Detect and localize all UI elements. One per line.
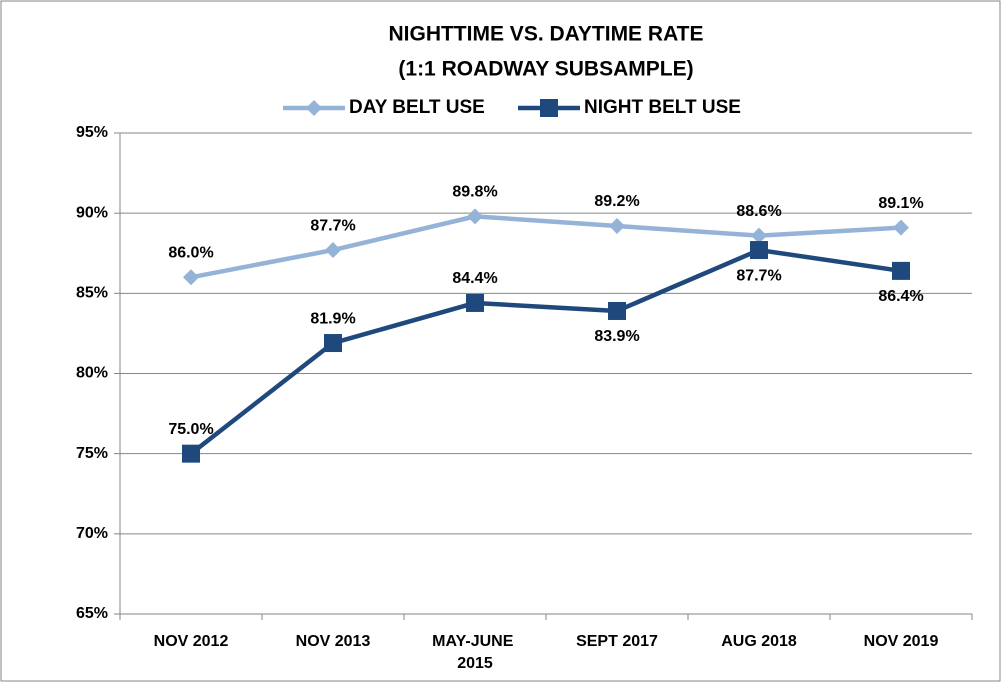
data-label: 87.7%: [736, 267, 781, 284]
data-label: 89.2%: [594, 193, 639, 210]
x-tick-label: NOV 2012: [154, 633, 229, 650]
data-label: 87.7%: [310, 217, 355, 234]
series-line: [190, 214, 902, 280]
y-tick-label: 85%: [76, 285, 108, 302]
y-tick-label: 75%: [76, 445, 108, 462]
marker: [183, 269, 199, 286]
marker: [608, 301, 626, 320]
data-label: 75.0%: [168, 421, 213, 438]
data-label: 81.9%: [310, 310, 355, 327]
x-tick-label: MAY-JUNE 2015: [432, 633, 518, 672]
y-tick-label: 70%: [76, 525, 108, 542]
marker: [751, 227, 767, 244]
marker: [324, 334, 342, 353]
chart-subtitle: (1:1 ROADWAY SUBSAMPLE): [398, 58, 693, 81]
legend-label: DAY BELT USE: [349, 97, 485, 118]
x-tick-label: SEPT 2017: [576, 633, 658, 650]
marker: [467, 208, 483, 225]
legend-marker: [540, 99, 558, 117]
marker: [893, 219, 909, 236]
data-label: 89.8%: [452, 184, 497, 201]
marker: [609, 217, 625, 234]
marker: [892, 261, 910, 280]
x-tick-label: NOV 2013: [296, 633, 371, 650]
chart-title: NIGHTTIME VS. DAYTIME RATE: [388, 23, 703, 46]
series-line: [189, 247, 902, 456]
y-tick-label: 90%: [76, 204, 108, 221]
data-label: 89.1%: [878, 195, 923, 212]
x-tick-label: AUG 2018: [721, 633, 797, 650]
y-tick-label: 65%: [76, 605, 108, 622]
data-label: 88.6%: [736, 203, 781, 220]
data-label: 84.4%: [452, 270, 497, 287]
marker: [750, 241, 768, 260]
x-tick-label: NOV 2019: [864, 633, 939, 650]
marker: [182, 444, 200, 463]
data-label: 83.9%: [594, 328, 639, 345]
y-tick-label: 80%: [76, 365, 108, 382]
legend-label: NIGHT BELT USE: [584, 97, 741, 118]
data-label: 86.4%: [878, 288, 923, 305]
marker: [325, 242, 341, 259]
y-tick-label: 95%: [76, 124, 108, 141]
legend-marker: [306, 100, 322, 116]
data-label: 86.0%: [168, 245, 213, 262]
marker: [466, 293, 484, 312]
